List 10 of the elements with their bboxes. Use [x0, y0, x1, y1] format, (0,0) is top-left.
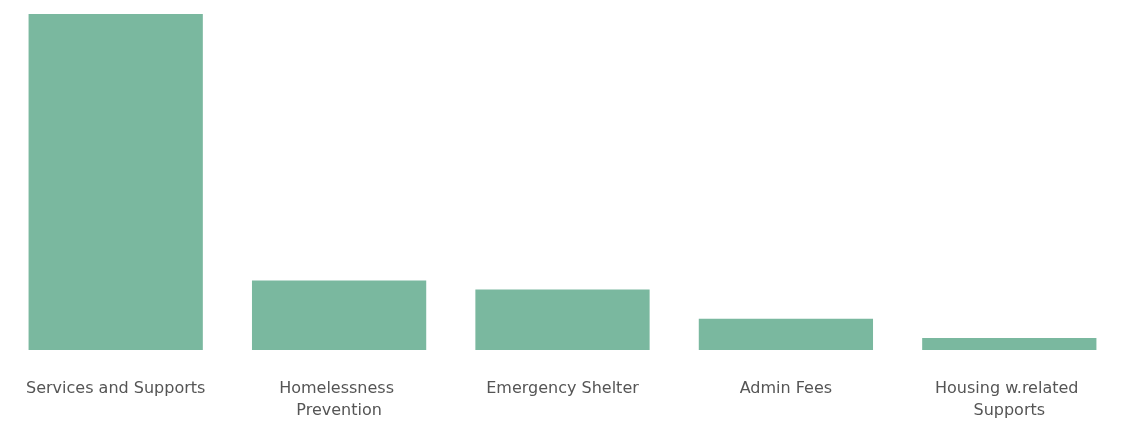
bar — [698, 318, 874, 350]
bar — [922, 337, 1097, 350]
bar — [28, 14, 203, 350]
x-tick-label: Housing w.related Supports — [935, 377, 1084, 419]
x-tick-label: Emergency Shelter — [486, 377, 640, 397]
x-tick-label: Services and Supports — [26, 377, 206, 397]
bar — [251, 280, 427, 350]
x-tick-label: Homelessness Prevention — [279, 377, 400, 419]
bar — [475, 289, 650, 350]
x-tick-label: Admin Fees — [739, 377, 833, 397]
